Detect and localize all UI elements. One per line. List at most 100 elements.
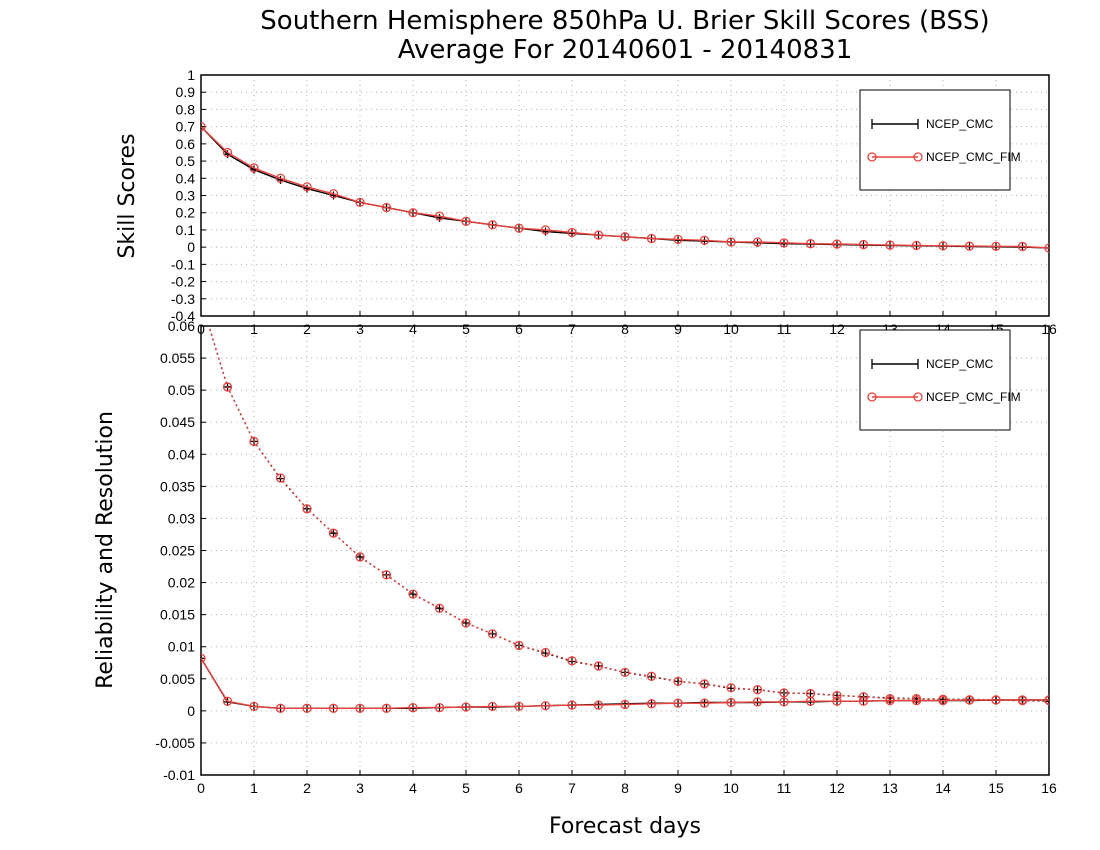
x-tick-label: 10 bbox=[723, 780, 739, 796]
y-tick-label: 0.1 bbox=[176, 222, 196, 238]
data-point bbox=[911, 695, 922, 706]
data-point bbox=[328, 703, 339, 713]
plot-area bbox=[201, 121, 1049, 253]
legend-marker bbox=[913, 392, 923, 402]
data-point bbox=[408, 589, 418, 599]
data-point bbox=[328, 189, 339, 199]
data-point bbox=[540, 647, 551, 658]
data-point bbox=[409, 590, 417, 599]
x-tick-label: 2 bbox=[303, 321, 311, 337]
top-panel: 0 1 2 3 4 5 6 7 8 9 10 11 12 13 14 15 16-0.4-0.3-0.2-0.1… bbox=[171, 67, 1057, 337]
x-tick-label: 3 bbox=[356, 780, 364, 796]
legend-label: NCEP_CMC_FIM bbox=[926, 150, 1021, 164]
data-point bbox=[487, 629, 498, 639]
data-point bbox=[832, 239, 842, 249]
data-point bbox=[461, 702, 471, 712]
y-tick-label: 0.005 bbox=[160, 671, 195, 687]
y-tick-label: -0.1 bbox=[171, 256, 195, 272]
data-point bbox=[355, 552, 365, 562]
y-tick-label: 0.03 bbox=[168, 510, 195, 526]
data-point bbox=[1045, 697, 1049, 706]
data-point bbox=[381, 202, 392, 213]
y-tick-label: -0.01 bbox=[163, 767, 195, 783]
x-tick-label: 4 bbox=[409, 780, 417, 796]
legend-box bbox=[859, 89, 1011, 191]
legend-label: NCEP_CMC_FIM bbox=[926, 390, 1021, 404]
y-tick-label: -0.2 bbox=[171, 274, 195, 290]
x-tick-label: 12 bbox=[829, 780, 845, 796]
data-point bbox=[964, 695, 975, 705]
data-point bbox=[329, 529, 338, 538]
y-tick-label: 0.3 bbox=[176, 188, 196, 204]
data-point bbox=[1017, 241, 1028, 252]
data-point bbox=[408, 208, 418, 218]
y-tick-label: 0.2 bbox=[176, 205, 196, 221]
y-tick-label: -0.005 bbox=[155, 735, 195, 751]
data-point bbox=[673, 234, 683, 245]
data-point bbox=[699, 235, 710, 245]
series-line bbox=[208, 326, 1049, 702]
legend-label: NCEP_CMC bbox=[926, 357, 994, 371]
x-tick-label: 9 bbox=[674, 780, 682, 796]
data-point bbox=[991, 695, 1001, 705]
y-tick-label: 0.05 bbox=[168, 382, 195, 398]
data-point bbox=[222, 147, 233, 158]
data-point bbox=[593, 230, 604, 240]
data-point bbox=[752, 237, 763, 247]
x-tick-label: 12 bbox=[829, 321, 845, 337]
legend-marker bbox=[871, 119, 919, 129]
x-tick-label: 4 bbox=[409, 321, 417, 337]
y-tick-label: 0.6 bbox=[176, 136, 196, 152]
data-point bbox=[355, 197, 365, 208]
data-point bbox=[1044, 695, 1049, 705]
data-point bbox=[779, 688, 789, 698]
data-point bbox=[249, 163, 259, 173]
y-tick-label: 0.5 bbox=[176, 153, 196, 169]
data-point bbox=[434, 211, 445, 221]
legend-marker bbox=[867, 152, 877, 162]
series-ncep-cmc-fim bbox=[201, 653, 1049, 713]
y-tick-label: 0.025 bbox=[160, 543, 195, 559]
data-point bbox=[540, 701, 551, 711]
data-point bbox=[201, 121, 206, 132]
y-tick-label: 0.04 bbox=[168, 446, 195, 462]
x-tick-label: 5 bbox=[462, 321, 470, 337]
y-tick-label: 0.06 bbox=[168, 318, 195, 334]
data-point bbox=[752, 697, 763, 707]
legend-marker bbox=[871, 359, 919, 369]
x-tick-label: 15 bbox=[988, 780, 1004, 796]
legend: NCEP_CMC NCEP_CMC_FIM bbox=[859, 89, 1021, 191]
data-point bbox=[911, 240, 922, 251]
x-tick-label: 7 bbox=[568, 321, 576, 337]
data-point bbox=[408, 703, 418, 713]
data-point bbox=[673, 676, 683, 687]
data-point bbox=[673, 698, 683, 708]
data-point bbox=[434, 703, 445, 713]
x-tick-label: 9 bbox=[674, 321, 682, 337]
y-tick-label: 0.01 bbox=[168, 639, 195, 655]
data-point bbox=[752, 685, 763, 695]
data-point bbox=[646, 233, 657, 244]
chart-title: Southern Hemisphere 850hPa U. Brier Skil… bbox=[260, 6, 989, 36]
legend-box bbox=[859, 329, 1011, 431]
data-point bbox=[991, 241, 1001, 251]
x-axis-label: Forecast days bbox=[549, 814, 701, 839]
data-point bbox=[1017, 695, 1028, 705]
data-point bbox=[885, 240, 895, 250]
y-tick-label: 0.02 bbox=[168, 575, 195, 591]
data-point bbox=[726, 683, 736, 693]
data-point bbox=[646, 699, 657, 709]
y-tick-label: 1 bbox=[187, 67, 195, 83]
x-tick-label: 8 bbox=[621, 321, 629, 337]
data-point bbox=[302, 703, 312, 713]
data-point bbox=[514, 640, 524, 651]
data-point bbox=[726, 697, 736, 708]
data-point bbox=[434, 603, 445, 613]
data-point bbox=[381, 570, 392, 580]
data-point bbox=[567, 227, 577, 238]
x-tick-label: 6 bbox=[515, 321, 523, 337]
x-tick-label: 10 bbox=[723, 321, 739, 337]
chart-subtitle: Average For 20140601 - 20140831 bbox=[398, 35, 853, 65]
x-tick-label: 11 bbox=[777, 321, 792, 337]
